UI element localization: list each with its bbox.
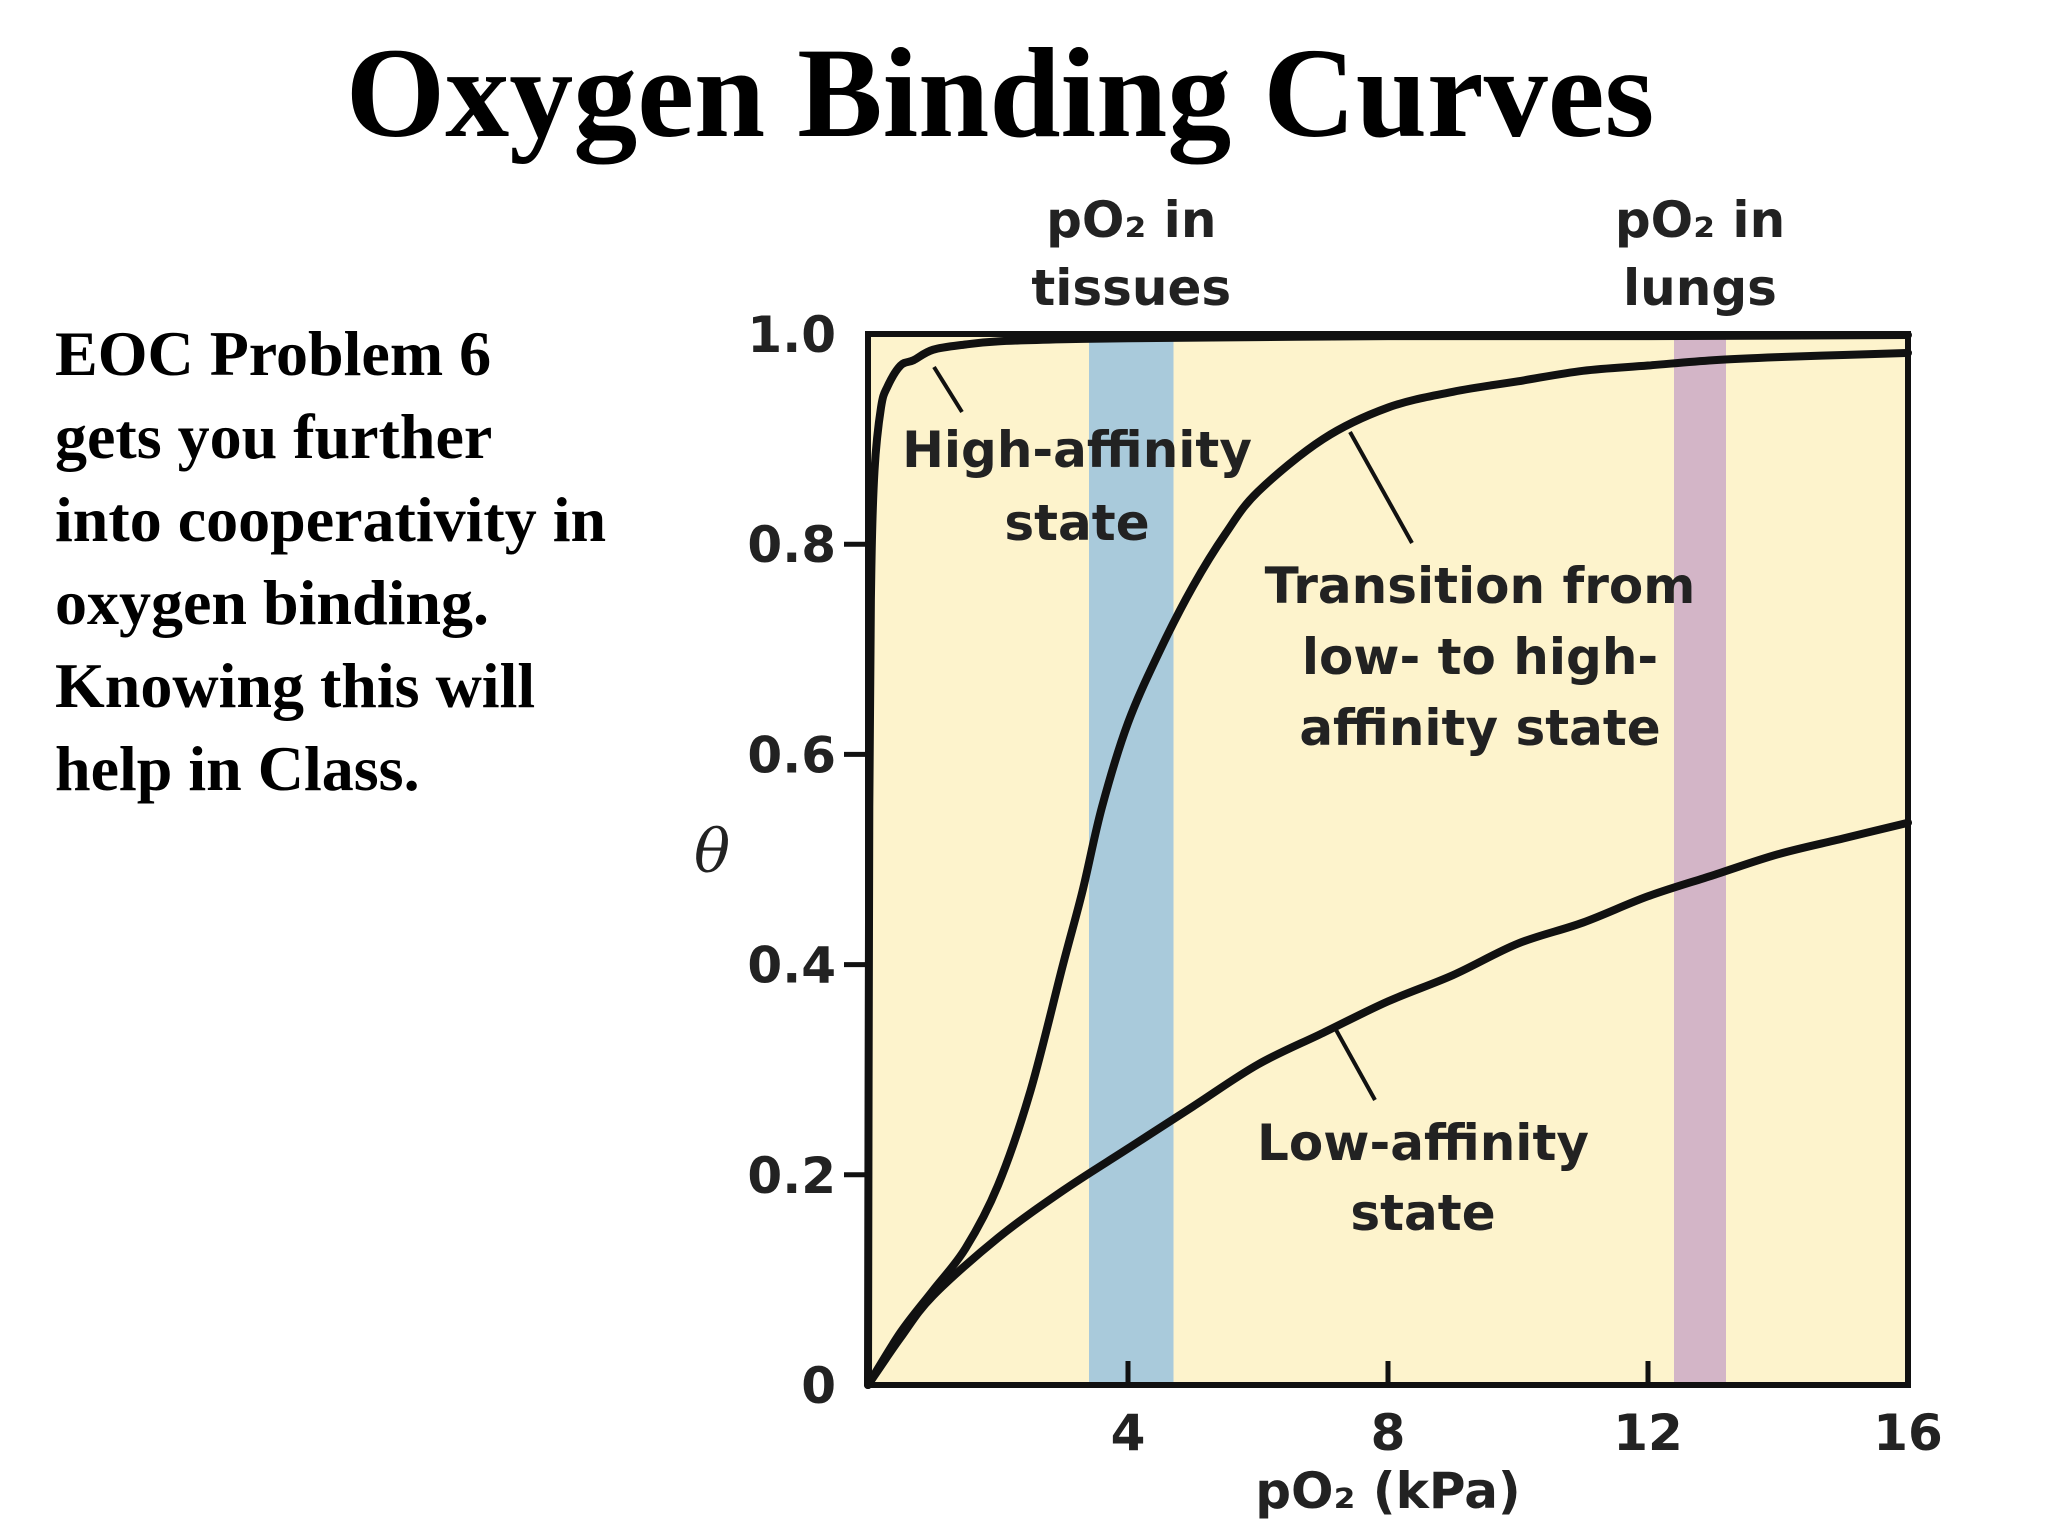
series-label: High-affinity	[902, 421, 1252, 479]
annotation-leader-line	[1333, 1027, 1377, 1101]
slide-title: Oxygen Binding Curves	[345, 22, 1655, 164]
side-note: EOC Problem 6 gets you further into coop…	[55, 312, 695, 810]
series-label: state	[1004, 494, 1149, 552]
y-tick-label: 0.6	[747, 726, 836, 784]
x-tick-label: 16	[1873, 1404, 1943, 1462]
band-label: lungs	[1623, 259, 1777, 317]
x-axis-label: pO₂ (kPa)	[1255, 1462, 1521, 1520]
series-label: Low-affinity	[1257, 1114, 1589, 1172]
note-line: EOC Problem 6	[55, 318, 492, 389]
low-affinity-curve	[864, 818, 1912, 1389]
series-label: state	[1350, 1184, 1495, 1242]
band-tissues	[1089, 334, 1174, 1385]
annotation-leader-line	[932, 365, 964, 414]
note-line: oxygen binding.	[55, 567, 489, 638]
x-tick-label: 12	[1613, 1404, 1683, 1462]
band-lungs	[1674, 334, 1726, 1385]
transition-curve	[864, 348, 1912, 1389]
y-tick-label: 0.2	[747, 1147, 836, 1205]
x-tick-label: 8	[1371, 1404, 1406, 1462]
y-axis-label: θ	[694, 817, 730, 887]
y-tick-label: 1.0	[747, 306, 836, 364]
note-line: into cooperativity in	[55, 484, 607, 555]
x-tick-label: 4	[1111, 1404, 1146, 1462]
annotation-leader-line	[1348, 431, 1414, 544]
bands-layer	[1089, 334, 1726, 1385]
band-label: pO₂ in	[1615, 191, 1785, 249]
band-label: tissues	[1031, 259, 1231, 317]
series-label: affinity state	[1299, 699, 1660, 757]
y-tick-label: 0.4	[747, 937, 836, 995]
series-label: Transition from	[1265, 557, 1696, 615]
series-label: low- to high-	[1302, 628, 1658, 686]
y-tick-label: 0.8	[747, 516, 836, 574]
note-line: gets you further	[55, 401, 493, 472]
y-tick-label: 0	[801, 1357, 836, 1415]
band-label: pO₂ in	[1046, 191, 1216, 249]
labels-layer: pO₂ in tissues pO₂ in lungs High-affinity sta…	[902, 191, 1785, 1242]
note-line: help in Class.	[55, 733, 420, 804]
axes-layer: 0 0.2 0.4 0.6 0.8 1.0 4 8 12 16 pO₂ (kPa) θ	[694, 306, 1943, 1520]
note-line: Knowing this will	[55, 650, 536, 721]
